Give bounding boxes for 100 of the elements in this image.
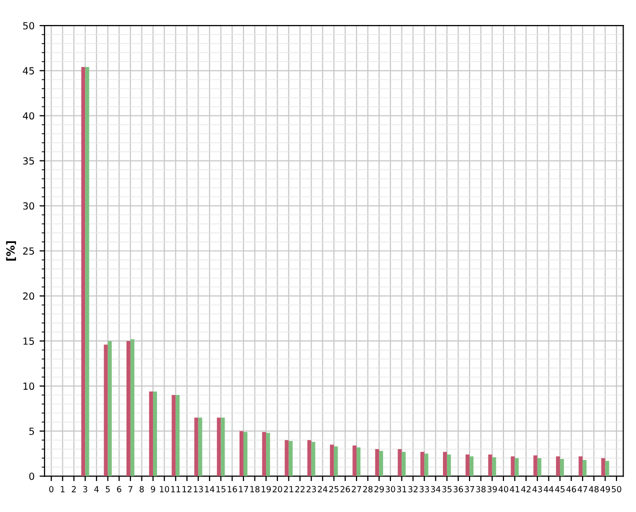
y-tick-label: 15	[23, 338, 34, 345]
bar	[424, 454, 428, 476]
x-tick-label: 4	[94, 486, 99, 492]
x-tick-label: 33	[420, 486, 429, 492]
bar	[240, 431, 244, 476]
y-tick-label: 25	[23, 247, 34, 255]
x-tick-label: 30	[386, 486, 396, 492]
x-tick-label: 40	[498, 486, 508, 492]
x-tick-label: 8	[140, 486, 144, 492]
x-tick-label: 31	[397, 486, 406, 492]
bar	[130, 339, 134, 476]
bar	[375, 449, 380, 476]
x-tick-label: 26	[340, 486, 350, 492]
x-tick-label: 38	[476, 486, 486, 492]
x-tick-label: 28	[363, 486, 373, 492]
x-tick-label: 23	[306, 486, 316, 492]
x-tick-label: 3	[83, 486, 88, 492]
bar	[284, 440, 289, 476]
bar	[194, 418, 198, 476]
bar	[266, 432, 270, 476]
x-tick-label: 2	[72, 486, 76, 492]
x-tick-label: 35	[442, 486, 452, 492]
x-tick-label: 0	[49, 486, 54, 492]
bar	[356, 447, 360, 476]
x-tick-label: 5	[106, 486, 110, 492]
x-tick-label: 13	[194, 486, 203, 492]
x-tick-label: 43	[532, 486, 542, 492]
x-tick-label: 27	[352, 486, 362, 492]
bar	[149, 391, 154, 476]
x-tick-label: 20	[272, 486, 282, 492]
bar	[442, 452, 447, 476]
bar	[510, 456, 515, 476]
bar	[176, 395, 180, 476]
bar	[470, 456, 474, 476]
bar	[492, 457, 496, 476]
bar	[220, 418, 225, 476]
bar	[330, 444, 334, 476]
bar	[288, 441, 293, 476]
y-tick-label: 50	[23, 22, 34, 30]
bar	[488, 454, 492, 476]
bar	[578, 456, 583, 476]
bar	[307, 440, 312, 476]
bar	[243, 432, 248, 476]
x-tick-label: 7	[128, 486, 132, 492]
y-tick-label: 0	[29, 472, 34, 480]
bar	[104, 344, 108, 476]
y-tick-label: 30	[23, 202, 34, 210]
x-tick-label: 32	[408, 486, 418, 492]
bar	[601, 458, 606, 476]
x-tick-label: 25	[329, 486, 338, 492]
x-tick-label: 45	[555, 486, 565, 492]
bar	[560, 459, 564, 476]
x-tick-label: 9	[150, 486, 156, 492]
bar	[420, 452, 424, 476]
bar	[108, 340, 112, 476]
x-tick-label: 44	[544, 486, 554, 492]
x-tick-label: 17	[239, 486, 248, 492]
y-tick-label: 20	[23, 292, 34, 300]
bar	[262, 432, 266, 476]
x-tick-label: 1	[60, 486, 64, 492]
x-tick-label: 18	[250, 486, 260, 492]
x-tick-label: 37	[464, 486, 474, 492]
x-tick-label: 19	[262, 486, 271, 492]
x-tick-label: 34	[430, 486, 440, 492]
x-tick-label: 16	[228, 486, 237, 492]
x-tick-label: 50	[612, 486, 622, 492]
bar	[605, 460, 610, 476]
y-tick-label: 40	[22, 112, 34, 120]
bar	[352, 446, 357, 476]
bar	[446, 454, 451, 476]
x-tick-label: 10	[160, 486, 170, 492]
bar	[153, 391, 157, 476]
x-tick-label: 47	[578, 486, 588, 492]
bar	[537, 458, 542, 476]
x-tick-label: 36	[454, 486, 464, 492]
x-tick-label: 6	[117, 486, 122, 492]
y-tick-label: 5	[29, 428, 34, 435]
x-tick-label: 24	[318, 486, 328, 492]
x-tick-label: 14	[205, 486, 214, 492]
bar	[216, 418, 221, 476]
x-tick-label: 49	[600, 486, 610, 492]
bar	[172, 395, 176, 476]
bar	[533, 455, 538, 476]
x-tick-label: 11	[171, 486, 180, 492]
x-tick-label: 12	[182, 486, 192, 492]
bar	[466, 454, 470, 476]
x-tick-label: 48	[588, 486, 599, 492]
y-tick-label: 45	[22, 67, 34, 74]
x-tick-label: 42	[521, 486, 531, 492]
bar	[126, 340, 130, 476]
bar	[402, 452, 406, 476]
y-tick-label: 10	[23, 382, 34, 390]
y-tick-label: 35	[23, 157, 34, 165]
y-axis-title: [%]	[6, 241, 16, 261]
x-tick-label: 21	[284, 486, 294, 492]
bar	[582, 460, 587, 476]
x-tick-label: 15	[216, 486, 226, 492]
bar	[556, 456, 560, 476]
x-tick-label: 29	[374, 486, 384, 492]
x-tick-label: 39	[487, 486, 497, 492]
